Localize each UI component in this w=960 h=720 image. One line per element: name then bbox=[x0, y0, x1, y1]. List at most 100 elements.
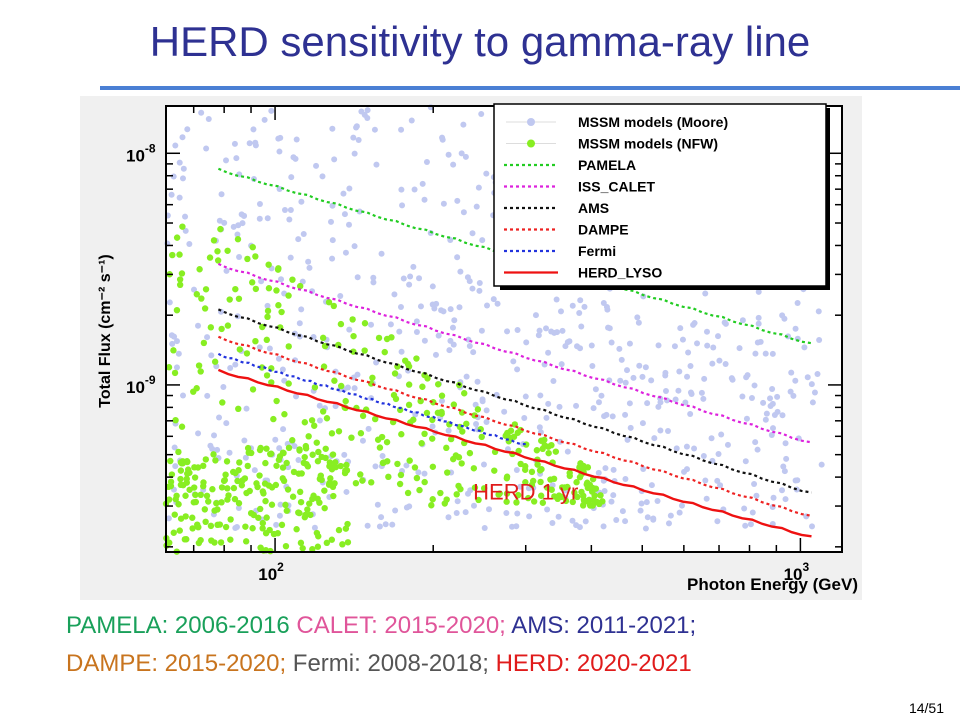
nfw-model-point bbox=[230, 484, 238, 492]
nfw-model-point bbox=[517, 460, 524, 468]
nfw-model-point bbox=[285, 380, 292, 387]
moore-model-point bbox=[446, 347, 453, 354]
moore-model-point bbox=[451, 317, 458, 324]
nfw-model-point bbox=[256, 505, 264, 513]
nfw-model-point bbox=[279, 464, 287, 471]
moore-model-point bbox=[763, 410, 770, 417]
moore-model-point bbox=[474, 378, 481, 385]
moore-model-point bbox=[504, 446, 511, 453]
moore-model-point bbox=[268, 107, 275, 114]
moore-model-point bbox=[684, 373, 691, 380]
moore-model-point bbox=[463, 373, 470, 380]
moore-model-point bbox=[276, 512, 283, 519]
moore-model-point bbox=[399, 202, 406, 209]
moore-model-point bbox=[714, 477, 721, 484]
moore-model-point bbox=[600, 299, 607, 306]
series-line-ams bbox=[217, 308, 812, 494]
moore-model-point bbox=[702, 290, 709, 297]
moore-model-point bbox=[454, 197, 461, 204]
moore-model-point bbox=[172, 463, 179, 470]
moore-model-point bbox=[286, 216, 293, 223]
nfw-model-point bbox=[256, 446, 264, 454]
moore-model-point bbox=[453, 510, 460, 517]
moore-model-point bbox=[676, 509, 683, 516]
moore-model-point bbox=[526, 513, 533, 520]
nfw-model-point bbox=[319, 334, 327, 342]
nfw-model-point bbox=[167, 457, 174, 465]
moore-model-point bbox=[752, 350, 759, 357]
nfw-model-point bbox=[297, 539, 305, 547]
nfw-model-point bbox=[227, 516, 234, 523]
nfw-model-point bbox=[587, 501, 594, 509]
nfw-model-point bbox=[522, 479, 529, 486]
moore-model-point bbox=[298, 306, 305, 313]
nfw-model-point bbox=[208, 537, 215, 544]
nfw-model-point bbox=[200, 462, 207, 470]
moore-model-point bbox=[700, 452, 707, 459]
moore-model-point bbox=[316, 402, 323, 409]
nfw-model-point bbox=[175, 448, 182, 456]
nfw-model-point bbox=[238, 482, 246, 489]
nfw-model-point bbox=[206, 254, 214, 261]
moore-model-point bbox=[180, 392, 187, 399]
nfw-model-point bbox=[263, 372, 271, 379]
nfw-model-point bbox=[328, 536, 336, 543]
moore-model-point bbox=[549, 519, 556, 526]
moore-model-point bbox=[170, 173, 177, 180]
moore-model-point bbox=[609, 413, 616, 420]
nfw-model-point bbox=[224, 485, 231, 492]
nfw-model-point bbox=[203, 492, 211, 500]
moore-model-point bbox=[251, 467, 258, 474]
moore-model-point bbox=[717, 482, 724, 489]
nfw-model-point bbox=[539, 499, 547, 506]
moore-model-point bbox=[195, 430, 202, 437]
nfw-model-point bbox=[405, 401, 413, 409]
moore-model-point bbox=[698, 389, 705, 396]
nfw-model-point bbox=[202, 286, 210, 293]
nfw-model-point bbox=[503, 473, 511, 480]
moore-model-point bbox=[231, 140, 238, 147]
page-number: 14/51 bbox=[908, 700, 944, 716]
nfw-model-point bbox=[165, 364, 173, 371]
moore-model-point bbox=[716, 357, 723, 364]
nfw-model-point bbox=[224, 247, 231, 254]
moore-model-point bbox=[754, 339, 761, 346]
moore-model-point bbox=[454, 254, 461, 261]
nfw-model-point bbox=[296, 447, 303, 454]
moore-model-point bbox=[619, 508, 626, 515]
nfw-model-point bbox=[450, 401, 458, 408]
moore-model-point bbox=[671, 343, 678, 350]
moore-model-point bbox=[316, 417, 323, 424]
nfw-model-point bbox=[254, 483, 261, 491]
nfw-model-point bbox=[201, 305, 209, 312]
nfw-model-point bbox=[510, 433, 518, 440]
nfw-model-point bbox=[335, 428, 343, 435]
moore-model-point bbox=[469, 230, 476, 237]
nfw-model-point bbox=[330, 492, 337, 500]
moore-model-point bbox=[403, 504, 410, 511]
moore-model-point bbox=[473, 420, 480, 427]
series-line-iss-calet bbox=[217, 262, 812, 444]
moore-model-point bbox=[601, 488, 608, 495]
moore-model-point bbox=[651, 435, 658, 442]
nfw-model-point bbox=[218, 484, 226, 491]
nfw-model-point bbox=[225, 492, 232, 499]
nfw-model-point bbox=[244, 462, 251, 470]
moore-model-point bbox=[665, 520, 672, 527]
nfw-model-point bbox=[249, 525, 256, 532]
nfw-model-point bbox=[396, 480, 404, 488]
nfw-model-point bbox=[217, 225, 224, 233]
moore-model-point bbox=[624, 436, 631, 443]
nfw-model-point bbox=[256, 472, 263, 479]
moore-model-point bbox=[787, 388, 794, 395]
nfw-model-point bbox=[223, 458, 231, 465]
moore-model-point bbox=[555, 513, 562, 520]
nfw-model-point bbox=[458, 460, 465, 467]
moore-model-point bbox=[277, 134, 284, 141]
nfw-model-point bbox=[214, 257, 222, 264]
moore-model-point bbox=[406, 281, 413, 288]
moore-model-point bbox=[279, 366, 286, 373]
nfw-model-point bbox=[243, 350, 251, 357]
nfw-model-point bbox=[359, 477, 366, 484]
moore-model-point bbox=[440, 308, 447, 315]
